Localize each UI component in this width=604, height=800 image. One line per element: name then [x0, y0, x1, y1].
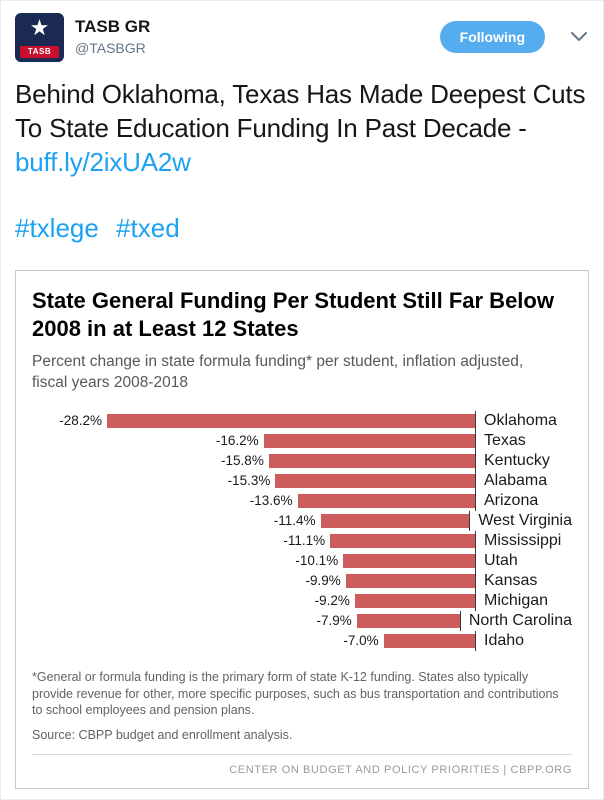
bar-area: -15.8%	[32, 450, 476, 471]
bar-row: -16.2% Texas	[32, 430, 572, 451]
bar-row: -15.8% Kentucky	[32, 450, 572, 471]
avatar[interactable]: ★ TASB	[15, 13, 64, 62]
hashtag-txlege[interactable]: #txlege	[15, 213, 99, 244]
bar	[107, 413, 475, 428]
bar-row: -11.4% West Virginia	[32, 510, 572, 531]
bar	[330, 533, 475, 548]
bar-value-label: -7.9%	[316, 613, 352, 629]
bar-state-label: Idaho	[484, 631, 525, 649]
bar	[354, 593, 475, 608]
tweet-hashtags: #txlege #txed	[15, 213, 589, 244]
avatar-label: TASB	[20, 46, 59, 58]
bar-state-label: Alabama	[484, 471, 548, 489]
bar-area: -7.0%	[32, 630, 476, 651]
bar-state-label: North Carolina	[468, 611, 572, 629]
chart-footer: CENTER ON BUDGET AND POLICY PRIORITIES |…	[32, 754, 572, 776]
bar-row: -15.3% Alabama	[32, 470, 572, 491]
bar-state-label: West Virginia	[478, 511, 572, 529]
bar-value-label: -16.2%	[215, 433, 259, 449]
bar	[275, 473, 475, 488]
header-actions: Following	[439, 13, 589, 53]
bar-row: -9.9% Kansas	[32, 570, 572, 591]
bar	[297, 493, 475, 508]
tweet-text-main: Behind Oklahoma, Texas Has Made Deepest …	[15, 79, 586, 143]
bar-value-label: -15.3%	[227, 473, 271, 489]
bar-value-label: -10.1%	[295, 553, 339, 569]
bar-value-label: -28.2%	[59, 413, 102, 429]
bar-row: -7.0% Idaho	[32, 630, 572, 651]
chart-subtitle: Percent change in state formula funding*…	[32, 353, 524, 391]
bar-state-label: Arizona	[484, 491, 539, 509]
bar-row: -7.9% North Carolina	[32, 610, 572, 631]
bar	[356, 613, 460, 628]
bar-area: -11.4%	[32, 510, 471, 531]
bar-area: -16.2%	[32, 430, 476, 451]
bar-value-label: -11.4%	[273, 513, 316, 529]
bar-area: -9.9%	[32, 570, 476, 591]
bar-area: -15.3%	[32, 470, 476, 491]
bar-chart: -28.2% Oklahoma -16.2% Texas -15.8% Kent…	[32, 410, 572, 651]
hashtag-txed[interactable]: #txed	[116, 213, 180, 244]
bar-row: -28.2% Oklahoma	[32, 410, 572, 431]
bar-value-label: -13.6%	[249, 493, 293, 509]
tweet-text: Behind Oklahoma, Texas Has Made Deepest …	[15, 78, 589, 179]
bar-area: -13.6%	[32, 490, 476, 511]
bar-state-label: Mississippi	[484, 531, 562, 549]
chart-footnote: *General or formula funding is the prima…	[32, 669, 559, 718]
tweet-link[interactable]: buff.ly/2ixUA2w	[15, 146, 191, 177]
bar-state-label: Texas	[484, 431, 526, 449]
bar-value-label: -9.9%	[305, 573, 341, 589]
bar-area: -10.1%	[32, 550, 476, 571]
bar-value-label: -15.8%	[221, 453, 264, 469]
chevron-down-icon[interactable]	[569, 30, 589, 44]
bar-value-label: -11.1%	[283, 533, 326, 549]
author-block: TASB GR @TASBGR	[75, 13, 150, 56]
bar-area: -9.2%	[32, 590, 476, 611]
bar-state-label: Kentucky	[484, 451, 550, 469]
bar-state-label: Kansas	[484, 571, 538, 589]
author-handle[interactable]: @TASBGR	[75, 40, 146, 56]
following-button[interactable]: Following	[439, 21, 545, 53]
bar-state-label: Utah	[484, 551, 518, 569]
bar-area: -28.2%	[32, 410, 476, 431]
bar-state-label: Michigan	[484, 591, 549, 609]
bar-row: -9.2% Michigan	[32, 590, 572, 611]
bar	[343, 553, 475, 568]
bar-value-label: -7.0%	[343, 633, 379, 649]
bar-state-label: Oklahoma	[484, 411, 557, 429]
chart-source: Source: CBPP budget and enrollment analy…	[32, 728, 293, 743]
bar-row: -11.1% Mississippi	[32, 530, 572, 551]
bar-area: -11.1%	[32, 530, 476, 551]
bar	[345, 573, 475, 588]
chart-title: State General Funding Per Student Still …	[32, 288, 554, 341]
bar-area: -7.9%	[32, 610, 461, 631]
bar	[268, 453, 475, 468]
bar-row: -13.6% Arizona	[32, 490, 572, 511]
bar	[263, 433, 475, 448]
bar-value-label: -9.2%	[314, 593, 350, 609]
bar-row: -10.1% Utah	[32, 550, 572, 571]
bar	[320, 513, 470, 528]
author-name[interactable]: TASB GR	[75, 17, 151, 36]
bar	[383, 633, 475, 648]
star-icon: ★	[29, 15, 50, 40]
tweet-header: ★ TASB TASB GR @TASBGR Following	[15, 13, 589, 62]
chart-image[interactable]: State General Funding Per Student Still …	[15, 270, 589, 790]
